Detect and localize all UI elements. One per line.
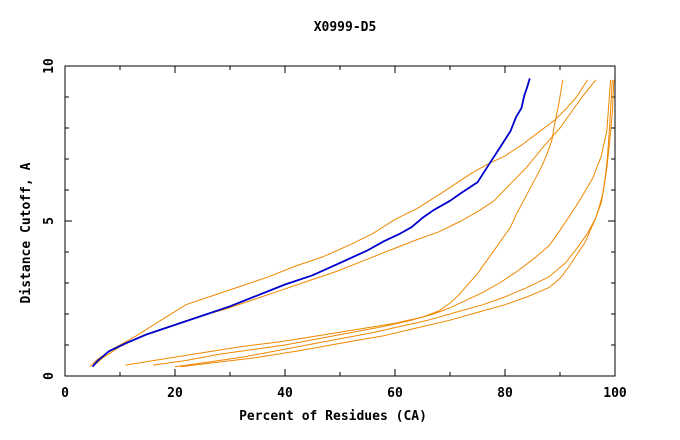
x-tick-label: 40 [277,386,293,401]
axis-tick-labels: 0 20 40 60 80 100 0 5 10 [42,58,627,401]
chart-title: X0999-D5 [314,20,377,35]
series-line-2 [89,79,588,368]
series-line-5 [152,79,612,366]
x-tick-label: 100 [603,386,627,401]
plot-frame [64,65,616,377]
series-line-7 [180,79,613,368]
series-line-3 [92,79,597,368]
x-axis-label: Percent of Residues (CA) [239,409,427,424]
y-tick-label: 5 [42,217,57,225]
x-tick-label: 80 [497,386,513,401]
series-line-1 [91,78,531,368]
series-line-4 [125,79,564,366]
axis-ticks [64,65,616,377]
series-layer [89,78,615,368]
x-tick-label: 0 [61,386,69,401]
y-tick-label: 0 [42,372,57,380]
y-axis-label: Distance Cutoff, A [19,162,34,303]
x-tick-label: 60 [387,386,403,401]
x-tick-label: 20 [167,386,183,401]
y-tick-label: 10 [42,58,57,74]
